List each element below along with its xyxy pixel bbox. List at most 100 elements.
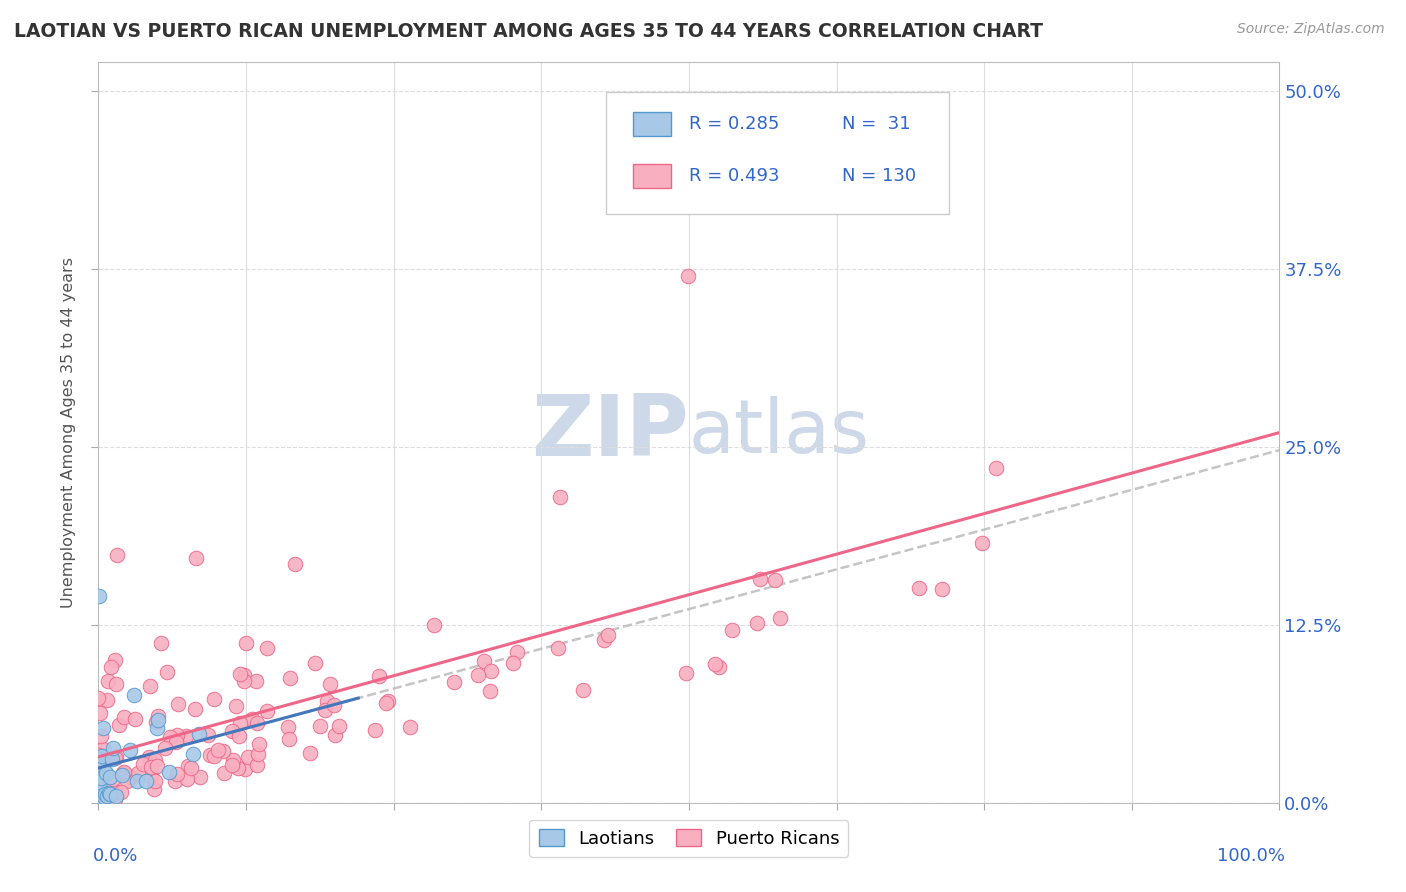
Point	[423, 617, 446, 632]
Point	[96, 692, 118, 706]
Point	[124, 712, 146, 726]
Point	[108, 717, 131, 731]
Point	[222, 753, 245, 767]
Point	[931, 582, 953, 596]
Point	[238, 750, 260, 764]
Point	[91, 721, 114, 735]
Text: LAOTIAN VS PUERTO RICAN UNEMPLOYMENT AMONG AGES 35 TO 44 YEARS CORRELATION CHART: LAOTIAN VS PUERTO RICAN UNEMPLOYMENT AMO…	[14, 22, 1043, 41]
Point	[228, 729, 250, 743]
Point	[166, 767, 188, 781]
Point	[104, 653, 127, 667]
Point	[246, 716, 269, 731]
Point	[139, 679, 162, 693]
Point	[98, 787, 121, 801]
Point	[596, 627, 619, 641]
Point	[104, 784, 127, 798]
Point	[87, 759, 110, 773]
Point	[319, 677, 342, 691]
Point	[90, 729, 112, 743]
Point	[763, 573, 786, 587]
Text: 100.0%: 100.0%	[1218, 847, 1285, 865]
Text: N = 130: N = 130	[842, 167, 917, 185]
Point	[675, 666, 697, 681]
Point	[572, 682, 595, 697]
Point	[377, 694, 399, 708]
Point	[89, 748, 111, 763]
Point	[593, 632, 616, 647]
Y-axis label: Unemployment Among Ages 35 to 44 years: Unemployment Among Ages 35 to 44 years	[60, 257, 76, 608]
Point	[188, 770, 211, 784]
Point	[212, 765, 235, 780]
FancyBboxPatch shape	[634, 164, 671, 187]
Point	[120, 771, 142, 785]
Point	[90, 771, 112, 785]
Point	[122, 688, 145, 702]
Point	[225, 698, 247, 713]
Point	[299, 746, 322, 760]
Point	[367, 668, 389, 682]
Point	[87, 781, 110, 796]
Point	[323, 728, 346, 742]
Point	[211, 744, 233, 758]
Point	[139, 759, 162, 773]
Point	[221, 757, 243, 772]
Point	[125, 773, 148, 788]
Point	[247, 747, 270, 761]
Point	[308, 719, 330, 733]
Point	[221, 723, 243, 738]
Point	[87, 691, 110, 706]
Point	[111, 768, 134, 782]
Point	[245, 757, 267, 772]
Point	[229, 715, 252, 730]
Point	[747, 615, 769, 630]
Point	[104, 677, 127, 691]
Point	[184, 702, 207, 716]
Point	[202, 691, 225, 706]
Point	[908, 581, 931, 595]
Point	[93, 790, 115, 805]
Point	[277, 721, 299, 735]
Point	[103, 772, 125, 787]
Point	[146, 713, 169, 727]
Point	[89, 706, 111, 720]
Point	[479, 665, 502, 679]
Point	[98, 770, 121, 784]
Point	[207, 743, 229, 757]
Point	[87, 590, 110, 604]
Point	[146, 709, 169, 723]
Point	[502, 656, 524, 670]
FancyBboxPatch shape	[606, 92, 949, 214]
Point	[304, 656, 326, 670]
Point	[703, 657, 725, 671]
Point	[120, 743, 142, 757]
Point	[165, 735, 187, 749]
Text: 0.0%: 0.0%	[93, 847, 138, 865]
Point	[187, 727, 209, 741]
Point	[149, 635, 172, 649]
Point	[184, 550, 207, 565]
Point	[156, 665, 179, 680]
Point	[105, 749, 128, 764]
Point	[364, 723, 387, 737]
Point	[177, 758, 200, 772]
Point	[96, 750, 118, 764]
Point	[547, 641, 569, 656]
Point	[548, 490, 571, 504]
Point	[157, 764, 180, 779]
Point	[176, 772, 198, 786]
Point	[233, 673, 256, 688]
Point	[200, 747, 222, 762]
Point	[375, 696, 398, 710]
Point	[166, 728, 188, 742]
Point	[145, 759, 167, 773]
FancyBboxPatch shape	[634, 112, 671, 136]
Point	[256, 704, 278, 718]
Text: R = 0.285: R = 0.285	[689, 115, 779, 133]
Text: Source: ZipAtlas.com: Source: ZipAtlas.com	[1237, 22, 1385, 37]
Point	[167, 698, 190, 712]
Point	[89, 794, 111, 808]
Point	[278, 671, 301, 685]
Point	[104, 792, 127, 806]
Point	[720, 624, 742, 638]
Point	[769, 610, 792, 624]
